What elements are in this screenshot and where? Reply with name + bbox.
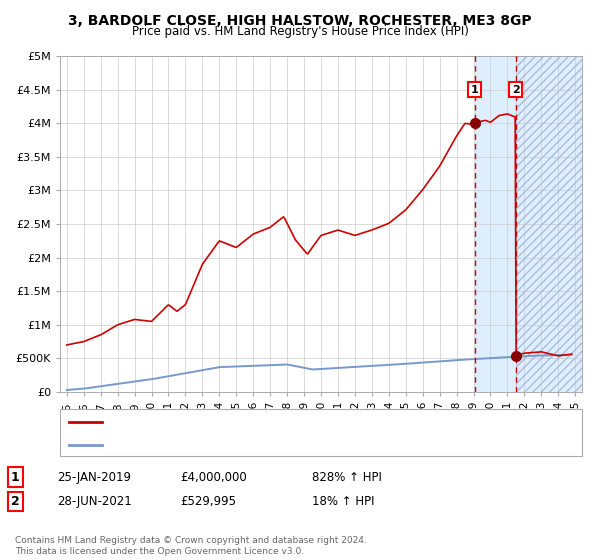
Bar	[475, 56, 516, 392]
Text: 1: 1	[11, 470, 19, 484]
Text: Contains HM Land Registry data © Crown copyright and database right 2024.
This d: Contains HM Land Registry data © Crown c…	[15, 536, 367, 556]
Text: 828% ↑ HPI: 828% ↑ HPI	[312, 470, 382, 484]
Text: Price paid vs. HM Land Registry's House Price Index (HPI): Price paid vs. HM Land Registry's House …	[131, 25, 469, 38]
Bar	[516, 56, 582, 392]
Text: 2: 2	[11, 494, 19, 508]
Text: £4,000,000: £4,000,000	[180, 470, 247, 484]
Text: HPI: Average price, detached house, Medway: HPI: Average price, detached house, Medw…	[108, 440, 344, 450]
Text: 3, BARDOLF CLOSE, HIGH HALSTOW, ROCHESTER, ME3 8GP (detached house): 3, BARDOLF CLOSE, HIGH HALSTOW, ROCHESTE…	[108, 417, 514, 427]
Text: 1: 1	[471, 85, 479, 95]
Text: 3, BARDOLF CLOSE, HIGH HALSTOW, ROCHESTER, ME3 8GP: 3, BARDOLF CLOSE, HIGH HALSTOW, ROCHESTE…	[68, 14, 532, 28]
Text: £529,995: £529,995	[180, 494, 236, 508]
Text: 18% ↑ HPI: 18% ↑ HPI	[312, 494, 374, 508]
Bar	[516, 56, 582, 392]
Text: 25-JAN-2019: 25-JAN-2019	[57, 470, 131, 484]
Text: 2: 2	[512, 85, 520, 95]
Text: 28-JUN-2021: 28-JUN-2021	[57, 494, 132, 508]
